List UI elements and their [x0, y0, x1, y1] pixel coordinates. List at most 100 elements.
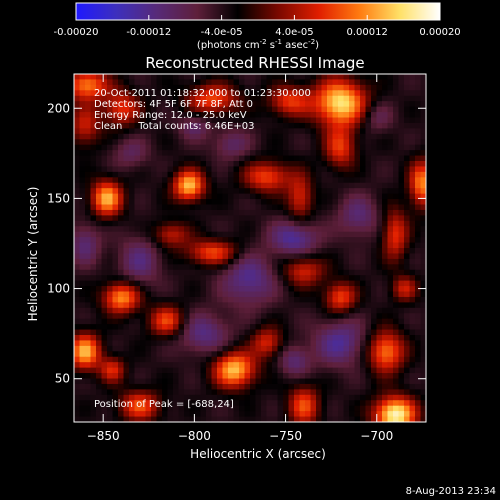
heatmap-cell — [206, 389, 212, 396]
heatmap-cell — [96, 117, 102, 124]
heatmap-cell — [321, 171, 328, 178]
heatmap-cell — [217, 280, 223, 287]
heatmap-cell — [371, 204, 377, 211]
heatmap-cell — [156, 351, 163, 358]
heatmap-cell — [283, 209, 289, 216]
heatmap-cell — [250, 79, 256, 86]
heatmap-cell — [173, 193, 179, 200]
heatmap-cell — [321, 383, 328, 390]
heatmap-cell — [173, 258, 179, 265]
heatmap-cell — [415, 139, 421, 146]
heatmap-cell — [261, 128, 267, 135]
heatmap-cell — [151, 237, 157, 243]
heatmap-cell — [233, 253, 240, 260]
heatmap-cell — [349, 394, 355, 401]
heatmap-cell — [140, 394, 146, 401]
heatmap-cell — [222, 112, 229, 118]
heatmap-cell — [332, 389, 339, 396]
heatmap-cell — [371, 329, 377, 336]
heatmap-cell — [151, 324, 157, 330]
heatmap-cell — [250, 144, 256, 151]
heatmap-cell — [167, 258, 174, 265]
heatmap-cell — [288, 117, 295, 124]
heatmap-cell — [173, 362, 179, 369]
heatmap-cell — [123, 313, 130, 320]
heatmap-cell — [294, 351, 300, 358]
heatmap-cell — [294, 313, 300, 320]
heatmap-cell — [283, 313, 289, 320]
heatmap-cell — [420, 182, 426, 189]
heatmap-cell — [244, 95, 251, 102]
heatmap-cell — [321, 209, 328, 216]
heatmap-cell — [283, 307, 289, 314]
heatmap-cell — [321, 253, 328, 260]
heatmap-cell — [156, 302, 163, 309]
heatmap-cell — [145, 405, 152, 412]
heatmap-cell — [222, 155, 229, 162]
heatmap-cell — [118, 171, 124, 178]
heatmap-cell — [200, 253, 207, 260]
heatmap-cell — [151, 405, 157, 412]
heatmap-cell — [404, 155, 410, 162]
heatmap-cell — [415, 242, 421, 249]
heatmap-cell — [189, 101, 196, 108]
heatmap-cell — [118, 275, 124, 282]
heatmap-cell — [140, 307, 146, 314]
heatmap-cell — [360, 231, 366, 238]
heatmap-cell — [233, 378, 240, 385]
heatmap-cell — [228, 356, 234, 363]
heatmap-cell — [85, 258, 91, 265]
heatmap-cell — [327, 416, 333, 422]
heatmap-cell — [255, 302, 262, 309]
heatmap-cell — [409, 378, 416, 385]
heatmap-cell — [162, 362, 168, 369]
heatmap-cell — [327, 324, 333, 330]
y-tick-label: 150 — [47, 191, 70, 205]
heatmap-cell — [272, 405, 278, 412]
heatmap-cell — [420, 150, 426, 156]
heatmap-cell — [277, 394, 284, 401]
heatmap-cell — [129, 166, 135, 173]
heatmap-cell — [184, 394, 190, 401]
heatmap-cell — [354, 155, 361, 162]
heatmap-cell — [299, 329, 306, 336]
heatmap-cell — [299, 416, 306, 422]
heatmap-cell — [321, 329, 328, 336]
heatmap-cell — [134, 296, 141, 303]
heatmap-cell — [118, 416, 124, 422]
heatmap-cell — [195, 139, 201, 146]
heatmap-cell — [387, 411, 394, 417]
heatmap-cell — [184, 106, 190, 113]
heatmap-cell — [195, 101, 201, 108]
heatmap-cell — [129, 296, 135, 303]
heatmap-cell — [167, 155, 174, 162]
heatmap-cell — [244, 351, 251, 358]
heatmap-cell — [217, 106, 223, 113]
heatmap-cell — [233, 411, 240, 417]
heatmap-cell — [74, 117, 80, 124]
heatmap-cell — [398, 367, 405, 374]
heatmap-cell — [305, 405, 311, 412]
heatmap-cell — [371, 150, 377, 156]
heatmap-cell — [321, 307, 328, 314]
heatmap-cell — [184, 150, 190, 156]
heatmap-cell — [343, 307, 350, 314]
heatmap-cell — [107, 296, 113, 303]
heatmap-cell — [387, 307, 394, 314]
heatmap-cell — [255, 383, 262, 390]
heatmap-cell — [244, 90, 251, 97]
heatmap-cell — [316, 302, 322, 309]
heatmap-cell — [134, 117, 141, 124]
heatmap-cell — [228, 226, 234, 233]
heatmap-cell — [294, 112, 300, 118]
heatmap-cell — [376, 231, 383, 238]
heatmap-cell — [222, 356, 229, 363]
heatmap-cell — [189, 150, 196, 156]
heatmap-cell — [261, 340, 267, 347]
heatmap-cell — [360, 199, 366, 205]
heatmap-cell — [217, 220, 223, 227]
heatmap-cell — [134, 171, 141, 178]
heatmap-cell — [90, 101, 97, 108]
heatmap-cell — [409, 144, 416, 151]
heatmap-cell — [151, 356, 157, 363]
